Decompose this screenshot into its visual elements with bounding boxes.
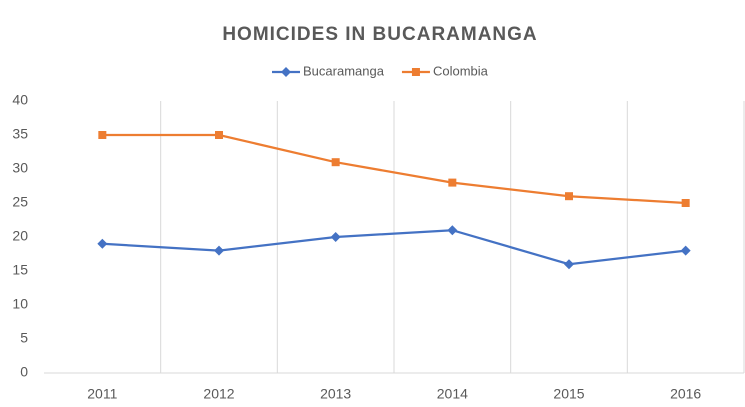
y-tick-label: 0 <box>20 364 28 380</box>
x-tick-label: 2014 <box>437 386 468 402</box>
y-tick-label: 40 <box>12 92 28 108</box>
marker <box>215 131 223 139</box>
marker <box>214 245 224 256</box>
marker <box>564 259 574 270</box>
x-tick-label: 2011 <box>87 386 117 402</box>
marker <box>97 238 108 249</box>
y-tick-label: 15 <box>12 262 28 278</box>
marker <box>680 245 691 256</box>
marker <box>331 158 340 167</box>
y-tick-label: 30 <box>12 160 28 176</box>
legend-marker <box>411 68 420 76</box>
marker <box>565 192 573 201</box>
marker <box>98 131 107 139</box>
marker <box>447 225 458 236</box>
series-line <box>102 133 686 205</box>
legend-label: Colombia <box>433 63 489 78</box>
y-tick-label: 5 <box>20 330 28 346</box>
marker <box>681 199 690 207</box>
legend-label: Bucaramanga <box>303 63 385 78</box>
series-line <box>102 229 686 266</box>
marker <box>448 178 457 187</box>
x-tick-label: 2012 <box>203 386 234 402</box>
y-tick-label: 35 <box>12 126 28 142</box>
legend-marker <box>281 67 291 77</box>
x-tick-label: 2016 <box>670 386 701 402</box>
marker <box>330 232 341 242</box>
y-tick-label: 25 <box>12 194 28 210</box>
chart-title: HOMICIDES IN BUCARAMANGA <box>222 24 537 45</box>
y-tick-label: 10 <box>12 296 28 312</box>
x-tick-label: 2015 <box>553 386 584 402</box>
y-tick-label: 20 <box>12 228 28 244</box>
x-tick-label: 2013 <box>320 386 351 402</box>
